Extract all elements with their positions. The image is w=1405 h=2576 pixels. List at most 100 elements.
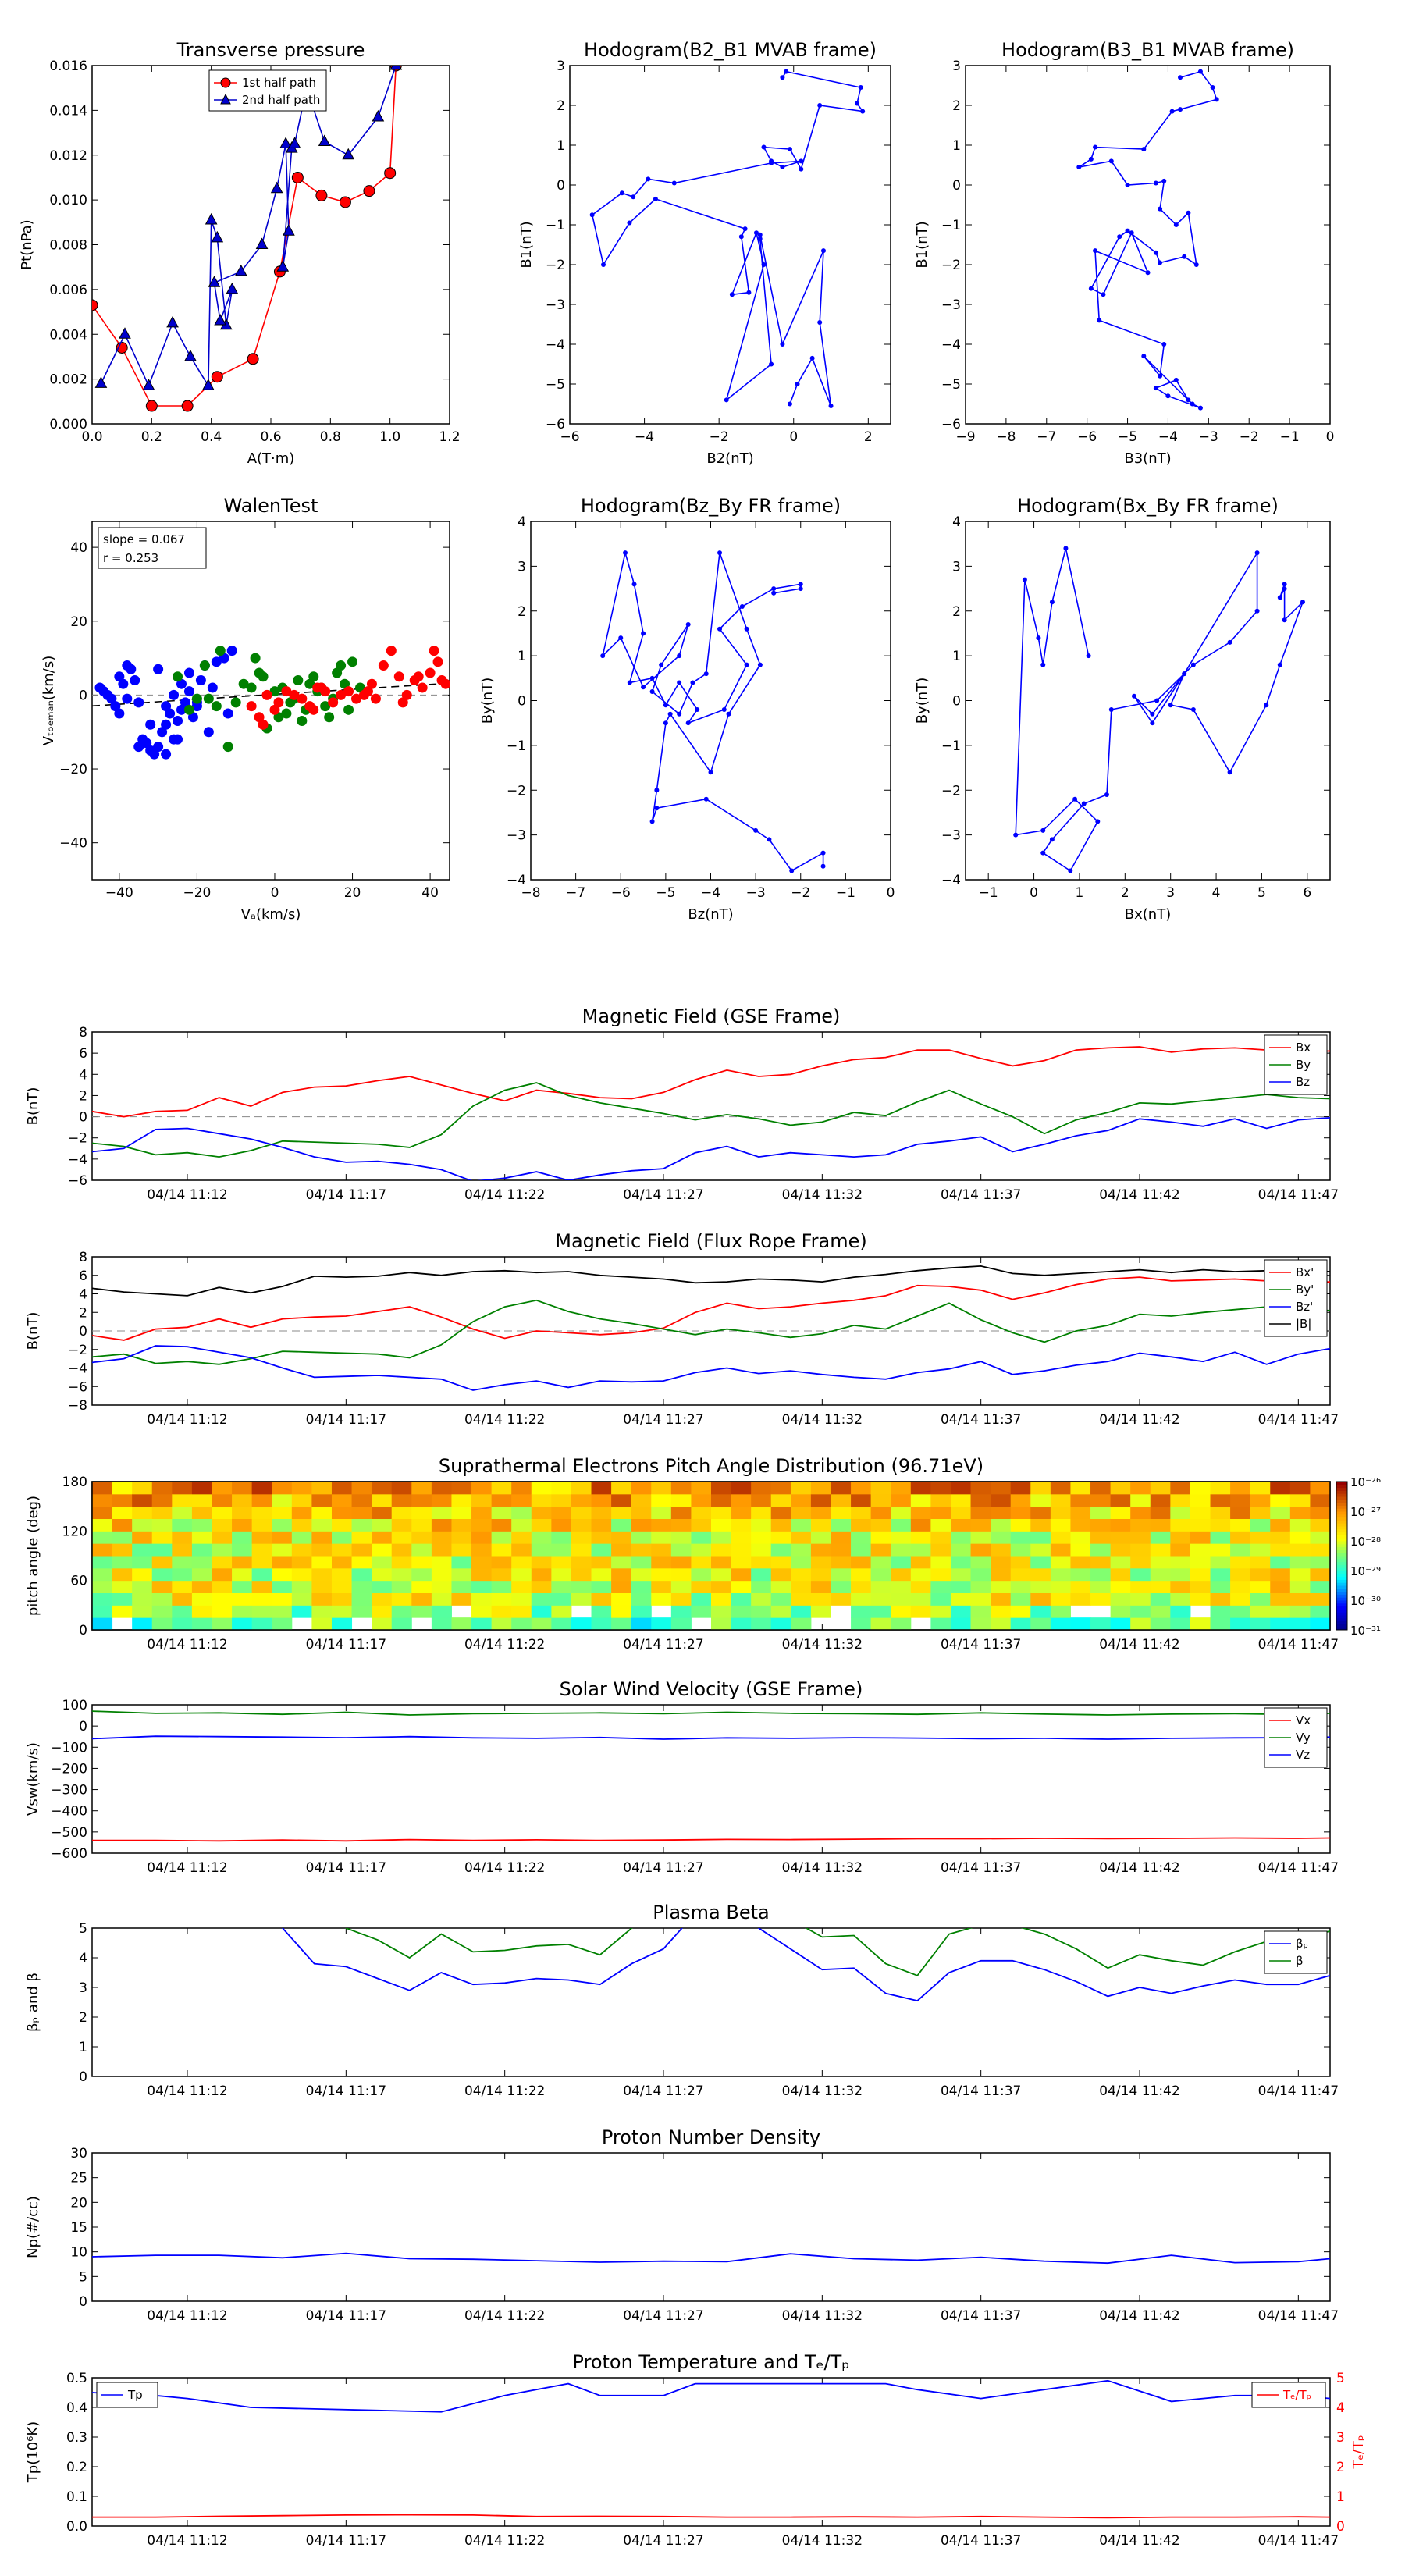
data-point	[372, 109, 385, 122]
heatmap-cell	[251, 1567, 272, 1582]
data-point	[1264, 703, 1269, 708]
heatmap-cell	[372, 1482, 393, 1495]
heatmap-cell	[970, 1592, 991, 1606]
heatmap-cell	[151, 1617, 173, 1631]
heatmap-cell	[731, 1556, 752, 1569]
heatmap-cell	[1070, 1567, 1091, 1582]
heatmap-cell	[1010, 1567, 1031, 1582]
heatmap-cell	[511, 1605, 532, 1618]
data-point	[184, 349, 197, 361]
time-tick-label: 04/14 11:37	[941, 2308, 1021, 2324]
heatmap-cell	[451, 1617, 472, 1631]
y-tick-label: −100	[51, 1740, 87, 1756]
heatmap-cell	[132, 1605, 153, 1618]
legend-label: Bx'	[1296, 1265, 1314, 1279]
heatmap-cell	[372, 1543, 393, 1557]
time-tick-label: 04/14 11:47	[1258, 1860, 1339, 1876]
data-point	[685, 720, 691, 726]
y-tick-label: 0	[79, 1324, 87, 1340]
heatmap-cell	[311, 1506, 333, 1519]
heatmap-cell	[1170, 1605, 1191, 1618]
colorbar-step	[1336, 1591, 1347, 1595]
scatter-point	[169, 689, 180, 700]
heatmap-cell	[1010, 1617, 1031, 1631]
data-point	[721, 706, 727, 712]
time-tick-label: 04/14 11:27	[623, 2083, 703, 2099]
y-tick-label: 2	[952, 98, 961, 114]
heatmap-cell	[1090, 1580, 1112, 1593]
heatmap-cell	[172, 1617, 193, 1631]
y-tick-label: 2	[79, 2010, 87, 2026]
heatmap-cell	[451, 1506, 472, 1519]
colorbar-step	[1336, 1603, 1347, 1607]
heatmap-cell	[331, 1543, 353, 1557]
heatmap-cell	[1289, 1580, 1311, 1593]
data-point	[1190, 401, 1195, 407]
scatter-point	[347, 656, 358, 667]
data-point	[1040, 827, 1046, 833]
heatmap-cell	[1289, 1567, 1311, 1582]
series-line-hodogram	[1015, 548, 1304, 872]
colorbar-step	[1336, 1520, 1347, 1524]
heatmap-cell	[1190, 1617, 1211, 1631]
heatmap-cell	[471, 1617, 493, 1631]
data-point	[1093, 144, 1098, 150]
data-point	[854, 101, 859, 106]
y-tick-label: 100	[62, 1698, 87, 1713]
heatmap-cell	[670, 1518, 692, 1532]
heatmap-cell	[1050, 1518, 1071, 1532]
heatmap-cell	[232, 1556, 253, 1569]
data-point	[817, 103, 823, 108]
heatmap-cell	[451, 1567, 472, 1582]
y-tick-label: 0	[952, 178, 961, 194]
heatmap-cell	[331, 1506, 353, 1519]
scatter-point	[254, 667, 265, 678]
heatmap-cell	[1310, 1556, 1331, 1569]
heatmap-cell	[571, 1482, 592, 1495]
x-tick-label: 1.2	[439, 429, 460, 445]
heatmap-cell	[591, 1592, 612, 1606]
heatmap-cell	[411, 1556, 432, 1569]
heatmap-cell	[372, 1518, 393, 1532]
heatmap-cell	[531, 1567, 552, 1582]
colorbar-tick-label: 10⁻²⁷	[1350, 1505, 1381, 1519]
y-tick-label: 25	[70, 2171, 87, 2186]
data-point	[1086, 653, 1091, 659]
colorbar-frame	[1336, 1481, 1348, 1631]
x-tick-label: 0	[1326, 429, 1335, 445]
legend-label: Bz	[1296, 1075, 1310, 1089]
time-tick-label: 04/14 11:12	[147, 2083, 227, 2099]
data-point	[820, 248, 826, 254]
y-tick-label: 0.010	[49, 193, 87, 208]
heatmap-cell	[670, 1605, 692, 1618]
y-axis-label: Np(#/cc)	[25, 2196, 41, 2258]
heatmap-cell	[1070, 1592, 1091, 1606]
heatmap-cell	[172, 1543, 193, 1557]
data-point	[1088, 156, 1094, 162]
time-tick-label: 04/14 11:12	[147, 1412, 227, 1428]
heatmap-cell	[991, 1617, 1012, 1631]
heatmap-cell	[651, 1506, 672, 1519]
heatmap-cell	[212, 1493, 233, 1507]
series-line-Bz	[92, 1117, 1330, 1180]
heatmap-cell	[491, 1556, 512, 1569]
heatmap-cell	[1289, 1493, 1311, 1507]
heatmap-cell	[151, 1580, 173, 1593]
heatmap-cell	[1250, 1567, 1271, 1582]
y-tick-label: 15	[70, 2220, 87, 2236]
heatmap-cell	[891, 1556, 912, 1569]
heatmap-cell	[1230, 1531, 1251, 1544]
heatmap-cell	[331, 1556, 353, 1569]
heatmap-cell	[1030, 1580, 1051, 1593]
chart-t1: Magnetic Field (GSE Frame) −6 −4 −2 0 2 4 6 8 B(n…	[25, 1005, 1339, 1203]
heatmap-cell	[411, 1506, 432, 1519]
heatmap-cell	[731, 1617, 752, 1631]
heatmap-cell	[851, 1617, 872, 1631]
x-axis-label: Vₐ(km/s)	[241, 906, 301, 923]
heatmap-cell	[1250, 1556, 1271, 1569]
heatmap-cell	[471, 1592, 493, 1606]
legend-label: Tp	[127, 2388, 143, 2402]
heatmap-cell	[691, 1543, 712, 1557]
heatmap-cell	[272, 1580, 293, 1593]
y-tick-label: 120	[62, 1524, 87, 1539]
